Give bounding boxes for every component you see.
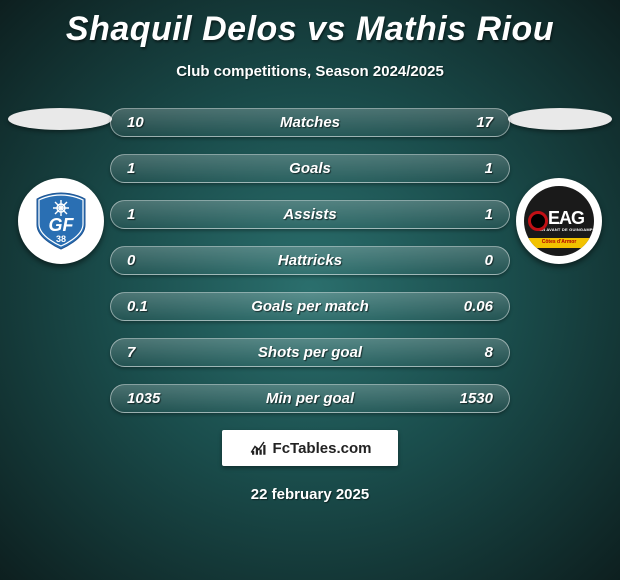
stat-label: Min per goal (111, 390, 509, 407)
stat-row: 1035Min per goal1530 (110, 384, 510, 413)
stat-row: 10Matches17 (110, 108, 510, 137)
stat-right-value: 0 (485, 252, 493, 269)
stat-row: 1Assists1 (110, 200, 510, 229)
date-label: 22 february 2025 (0, 486, 620, 503)
stat-left-value: 7 (127, 344, 135, 361)
ring-icon (528, 211, 548, 231)
branding-label: FcTables.com (273, 440, 372, 457)
stat-left-value: 0 (127, 252, 135, 269)
page-title: Shaquil Delos vs Mathis Riou (0, 0, 620, 49)
stat-left-value: 1 (127, 160, 135, 177)
stat-right-value: 1530 (460, 390, 493, 407)
stat-right-value: 8 (485, 344, 493, 361)
stat-row: 0Hattricks0 (110, 246, 510, 275)
club-badge-left: GF 38 (18, 178, 104, 264)
svg-text:38: 38 (56, 234, 66, 244)
player-slot-right (508, 108, 612, 130)
stat-label: Hattricks (111, 252, 509, 269)
eag-subtext: EN AVANT DE GUINGAMP (539, 228, 592, 232)
eag-stripe: Côtes d'Armor (524, 238, 594, 248)
stat-label: Assists (111, 206, 509, 223)
guingamp-badge-icon: EAG EN AVANT DE GUINGAMP Côtes d'Armor (524, 186, 594, 256)
player-slot-left (8, 108, 112, 130)
stats-rows: 10Matches171Goals11Assists10Hattricks00.… (110, 108, 510, 413)
stat-row: 7Shots per goal8 (110, 338, 510, 367)
grenoble-badge-icon: GF 38 (26, 186, 96, 256)
stat-left-value: 1035 (127, 390, 160, 407)
comparison-stage: GF 38 EAG EN AVANT DE GUINGAMP Côtes d'A… (0, 108, 620, 413)
stat-row: 1Goals1 (110, 154, 510, 183)
club-badge-right: EAG EN AVANT DE GUINGAMP Côtes d'Armor (516, 178, 602, 264)
stat-right-value: 0.06 (464, 298, 493, 315)
stat-right-value: 1 (485, 206, 493, 223)
svg-text:GF: GF (49, 215, 75, 235)
chart-icon (249, 439, 267, 457)
stat-label: Shots per goal (111, 344, 509, 361)
stat-right-value: 17 (476, 114, 493, 131)
stat-left-value: 0.1 (127, 298, 148, 315)
stat-left-value: 10 (127, 114, 144, 131)
stat-right-value: 1 (485, 160, 493, 177)
stat-label: Matches (111, 114, 509, 131)
branding-badge[interactable]: FcTables.com (222, 430, 398, 466)
stat-row: 0.1Goals per match0.06 (110, 292, 510, 321)
page-subtitle: Club competitions, Season 2024/2025 (0, 63, 620, 80)
stat-left-value: 1 (127, 206, 135, 223)
eag-abbrev: EAG (548, 209, 584, 228)
stat-label: Goals (111, 160, 509, 177)
stat-label: Goals per match (111, 298, 509, 315)
